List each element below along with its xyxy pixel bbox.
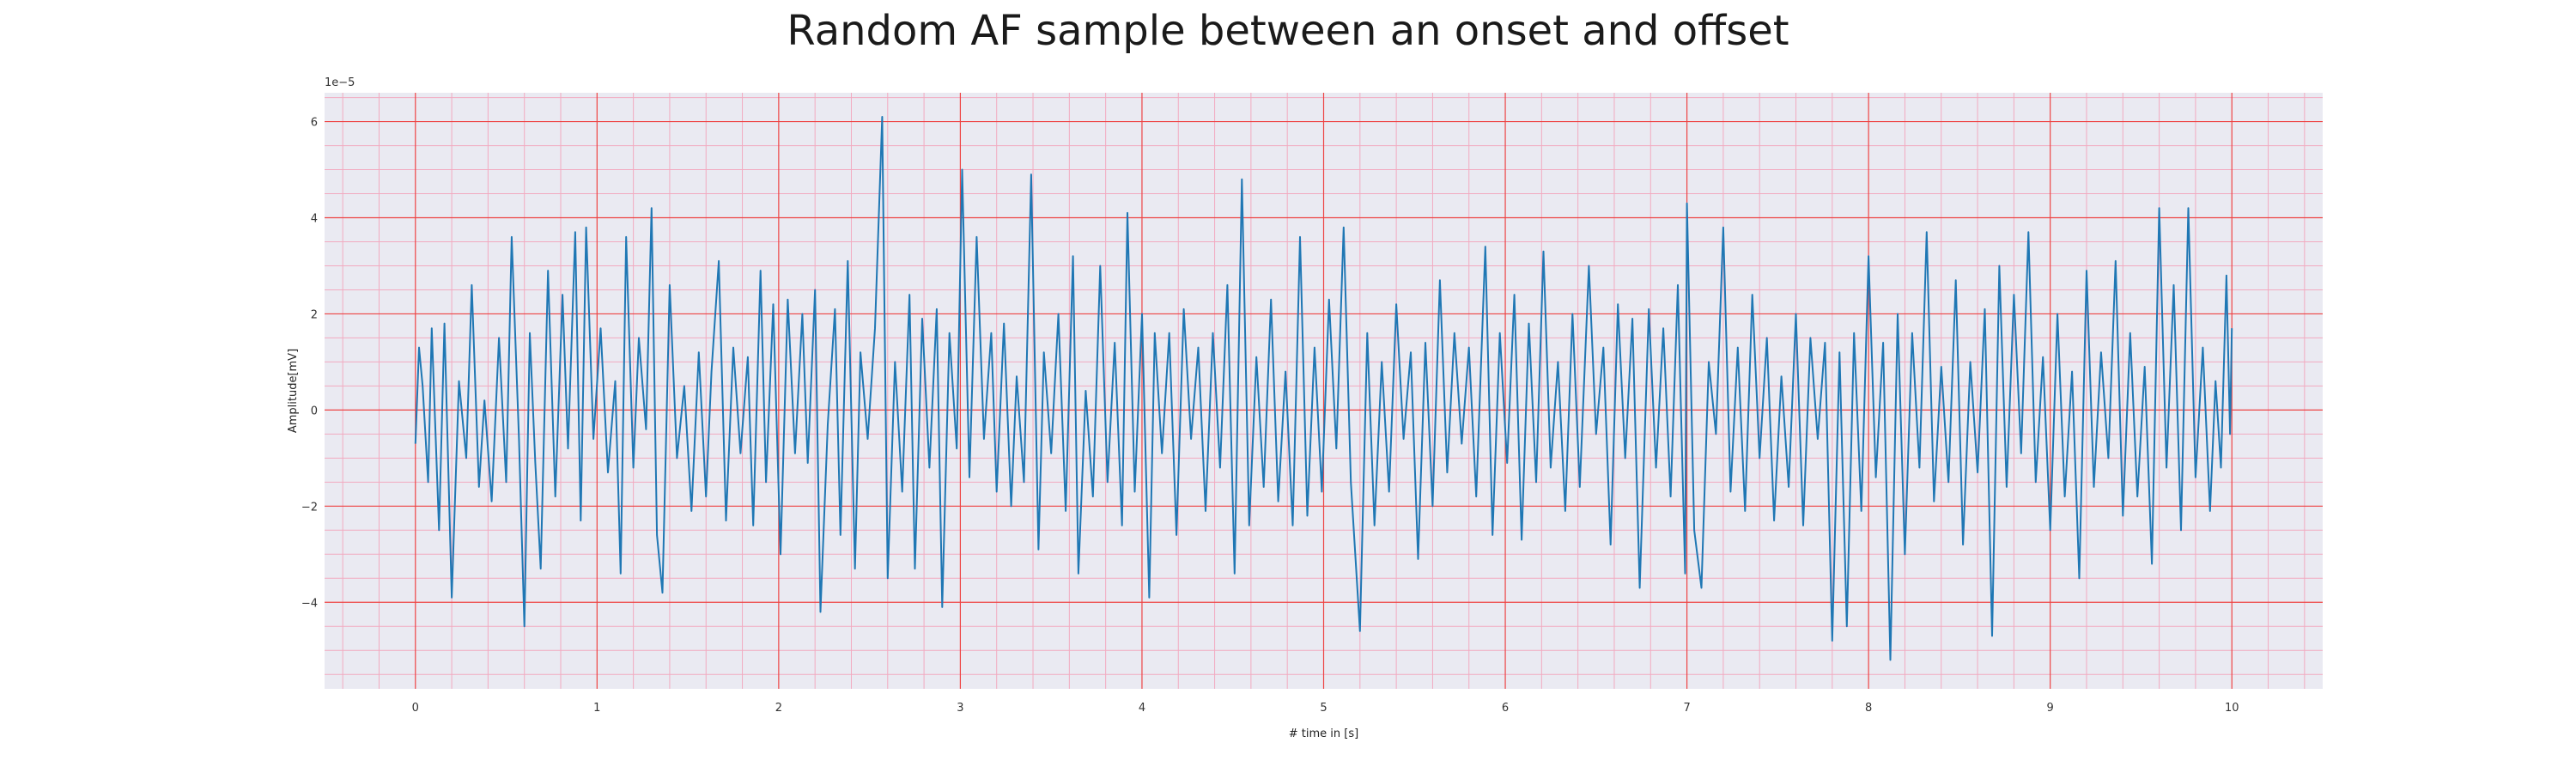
y-tick-label: 4 [311,213,318,226]
x-tick-label: 1 [593,702,600,715]
x-tick-label: 8 [1865,702,1872,715]
x-axis-label: # time in [s] [1289,727,1358,740]
y-tick-label: 0 [311,405,318,417]
x-tick-label: 3 [957,702,963,715]
y-tick-label: −4 [301,597,318,610]
x-tick-label: 9 [2047,702,2054,715]
y-tick-labels: −4 −2 0 2 4 6 [301,117,318,611]
y-offset-label: 1e−5 [325,76,355,89]
x-tick-label: 5 [1320,702,1327,715]
chart-title: Random AF sample between an onset and of… [787,7,1789,55]
y-axis-label: Amplitude[mV] [287,349,300,433]
x-tick-label: 2 [775,702,782,715]
signal-line [414,116,2233,661]
x-tick-label: 10 [2225,702,2239,715]
y-tick-label: 6 [311,117,318,130]
y-tick-label: 2 [311,308,318,321]
y-tick-label: −2 [301,501,318,514]
x-tick-label: 6 [1502,702,1509,715]
x-tick-label: 7 [1683,702,1690,715]
x-tick-label: 0 [412,702,419,715]
x-tick-label: 4 [1139,702,1145,715]
x-tick-labels: 0 1 2 3 4 5 6 7 8 9 10 [412,702,2239,715]
